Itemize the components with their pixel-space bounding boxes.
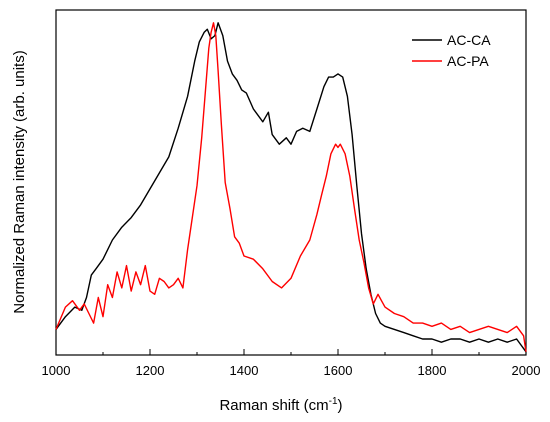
x-axis-label: Raman shift (cm-1) xyxy=(219,396,342,414)
legend-label-ac-ca: AC-CA xyxy=(447,32,491,48)
legend: AC-CA AC-PA xyxy=(412,32,491,69)
x-tick-label: 1800 xyxy=(418,363,447,378)
legend-label-ac-pa: AC-PA xyxy=(447,53,489,69)
series-line-ac-pa xyxy=(55,22,527,352)
y-axis-label: Normalized Raman intensity (arb. units) xyxy=(11,50,28,313)
x-axis-label-suffix: ) xyxy=(338,397,343,414)
axis-ticks: 1000 1200 1400 1600 1800 2000 xyxy=(42,349,541,378)
x-tick-label: 2000 xyxy=(512,363,541,378)
x-tick-label: 1400 xyxy=(230,363,259,378)
x-tick-label: 1600 xyxy=(324,363,353,378)
x-axis-label-main: Raman shift (cm xyxy=(219,397,328,414)
series-line-ac-ca xyxy=(55,22,527,353)
x-axis-label-superscript: -1 xyxy=(329,396,338,407)
x-tick-label: 1000 xyxy=(42,363,71,378)
series-layer xyxy=(55,22,527,353)
x-tick-label: 1200 xyxy=(136,363,165,378)
